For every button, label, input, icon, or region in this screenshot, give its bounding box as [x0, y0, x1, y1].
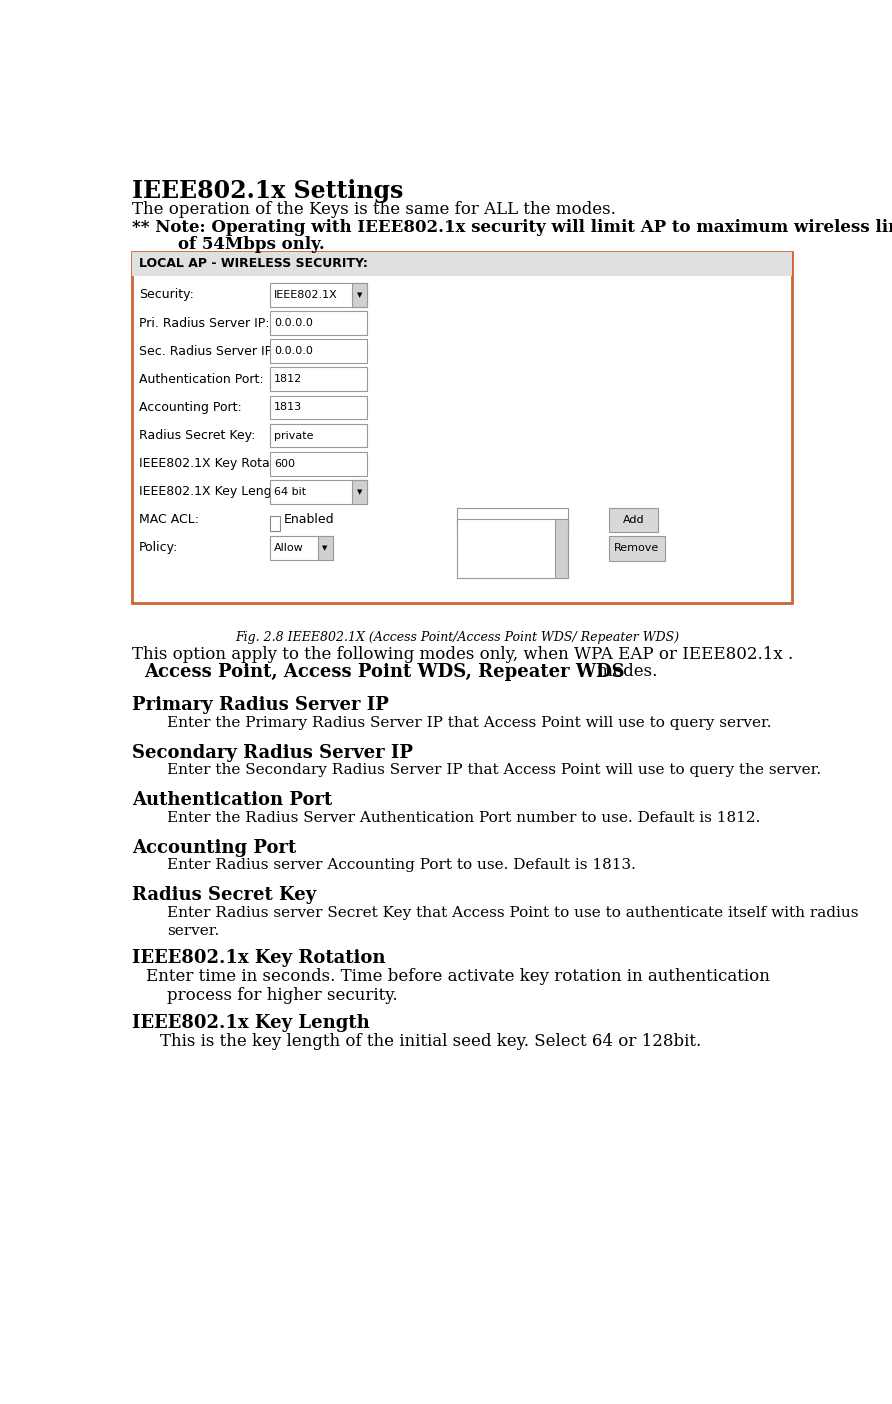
Text: IEEE802.1X Key Length:: IEEE802.1X Key Length: [139, 486, 289, 498]
Text: ** Note: Operating with IEEE802.1x security will limit AP to maximum wireless li: ** Note: Operating with IEEE802.1x secur… [132, 219, 892, 236]
Text: 64 bit: 64 bit [274, 487, 306, 497]
FancyBboxPatch shape [270, 480, 368, 504]
FancyBboxPatch shape [609, 508, 657, 532]
Text: Primary Radius Server IP: Primary Radius Server IP [132, 696, 389, 715]
Text: modes.: modes. [592, 663, 657, 680]
Text: 0.0.0.0: 0.0.0.0 [274, 319, 313, 329]
Text: Access Point, Access Point WDS, Repeater WDS: Access Point, Access Point WDS, Repeater… [144, 663, 624, 681]
FancyBboxPatch shape [458, 508, 568, 532]
Text: 1813: 1813 [274, 403, 302, 413]
Text: Pri. Radius Server IP:: Pri. Radius Server IP: [139, 316, 269, 330]
FancyBboxPatch shape [132, 251, 792, 604]
Text: This option apply to the following modes only, when WPA EAP or IEEE802.1x .: This option apply to the following modes… [132, 646, 794, 663]
Text: private: private [274, 431, 313, 441]
Text: Enabled: Enabled [284, 514, 334, 526]
Text: Enter time in seconds. Time before activate key rotation in authentication: Enter time in seconds. Time before activ… [146, 969, 770, 986]
FancyBboxPatch shape [270, 368, 368, 392]
Text: Enter the Radius Server Authentication Port number to use. Default is 1812.: Enter the Radius Server Authentication P… [167, 810, 760, 824]
FancyBboxPatch shape [270, 312, 368, 336]
FancyBboxPatch shape [352, 284, 368, 307]
FancyBboxPatch shape [352, 480, 368, 504]
Text: Enter Radius server Accounting Port to use. Default is 1813.: Enter Radius server Accounting Port to u… [167, 858, 636, 872]
Text: 600: 600 [274, 459, 295, 469]
Text: Secondary Radius Server IP: Secondary Radius Server IP [132, 744, 413, 761]
Text: IEEE802.1X: IEEE802.1X [274, 291, 338, 300]
Text: 1812: 1812 [274, 375, 302, 385]
Text: Sec. Radius Server IP:: Sec. Radius Server IP: [139, 345, 277, 358]
Text: Security:: Security: [139, 288, 194, 302]
Text: Remove: Remove [615, 543, 659, 553]
FancyBboxPatch shape [270, 536, 333, 560]
Text: IEEE802.1X Key Rotation:: IEEE802.1X Key Rotation: [139, 458, 298, 470]
Text: process for higher security.: process for higher security. [146, 987, 398, 1004]
Text: Authentication Port:: Authentication Port: [139, 373, 264, 386]
Text: Accounting Port: Accounting Port [132, 838, 296, 856]
FancyBboxPatch shape [132, 251, 792, 275]
Text: ▼: ▼ [322, 545, 327, 550]
Text: The operation of the Keys is the same for ALL the modes.: The operation of the Keys is the same fo… [132, 201, 616, 218]
Text: Radius Secret Key: Radius Secret Key [132, 886, 317, 904]
Text: Authentication Port: Authentication Port [132, 792, 333, 809]
Text: Accounting Port:: Accounting Port: [139, 402, 242, 414]
Text: Enter the Primary Radius Server IP that Access Point will use to query server.: Enter the Primary Radius Server IP that … [167, 716, 772, 730]
Text: 0.0.0.0: 0.0.0.0 [274, 347, 313, 357]
FancyBboxPatch shape [270, 284, 368, 307]
Text: IEEE802.1x Key Rotation: IEEE802.1x Key Rotation [132, 949, 385, 967]
Text: Fig. 2.8 IEEE802.1X (Access Point/Access Point WDS/ Repeater WDS): Fig. 2.8 IEEE802.1X (Access Point/Access… [235, 632, 679, 644]
FancyBboxPatch shape [270, 452, 368, 476]
Text: server.: server. [167, 924, 219, 938]
FancyBboxPatch shape [270, 396, 368, 420]
Text: Enter Radius server Secret Key that Access Point to use to authenticate itself w: Enter Radius server Secret Key that Acce… [167, 906, 858, 920]
FancyBboxPatch shape [609, 535, 665, 562]
Text: of 54Mbps only.: of 54Mbps only. [132, 236, 325, 253]
Text: LOCAL AP - WIRELESS SECURITY:: LOCAL AP - WIRELESS SECURITY: [139, 257, 368, 270]
Text: Policy:: Policy: [139, 542, 178, 555]
FancyBboxPatch shape [270, 424, 368, 448]
FancyBboxPatch shape [458, 518, 568, 578]
Text: Enter the Secondary Radius Server IP that Access Point will use to query the ser: Enter the Secondary Radius Server IP tha… [167, 764, 821, 776]
FancyBboxPatch shape [556, 518, 568, 578]
Text: IEEE802.1x Settings: IEEE802.1x Settings [132, 180, 403, 204]
FancyBboxPatch shape [270, 340, 368, 364]
FancyBboxPatch shape [318, 536, 333, 560]
Text: IEEE802.1x Key Length: IEEE802.1x Key Length [132, 1014, 370, 1032]
Text: Allow: Allow [274, 543, 303, 553]
Text: ▼: ▼ [357, 292, 362, 298]
Text: Add: Add [623, 515, 644, 525]
Text: MAC ACL:: MAC ACL: [139, 514, 199, 526]
Text: This is the key length of the initial seed key. Select 64 or 128bit.: This is the key length of the initial se… [160, 1033, 701, 1050]
Text: ▼: ▼ [357, 489, 362, 494]
Text: Radius Secret Key:: Radius Secret Key: [139, 430, 255, 442]
FancyBboxPatch shape [270, 515, 280, 531]
